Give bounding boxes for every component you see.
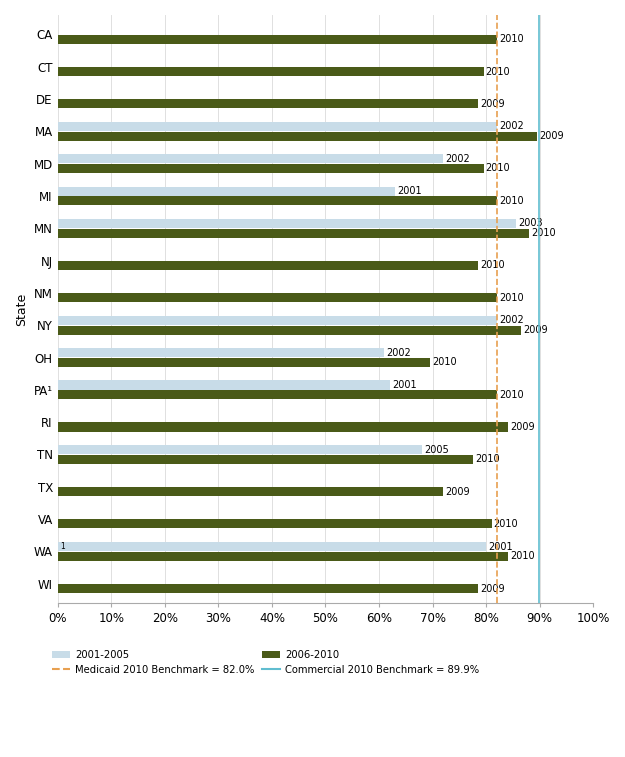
Text: 2010: 2010 [432, 357, 457, 367]
Bar [58, 326, 521, 335]
Text: 2010: 2010 [475, 454, 499, 464]
Text: 2010: 2010 [531, 228, 556, 238]
Text: 2002: 2002 [499, 316, 524, 326]
Text: 2009: 2009 [446, 487, 470, 497]
Text: 2002: 2002 [499, 121, 524, 132]
Text: 2009: 2009 [539, 131, 564, 141]
Bar [58, 552, 508, 561]
Bar [58, 99, 478, 108]
Text: 2009: 2009 [523, 325, 548, 335]
Bar [58, 229, 529, 238]
Legend: 2001-2005, Medicaid 2010 Benchmark = 82.0%, 2006-2010, Commercial 2010 Benchmark: 2001-2005, Medicaid 2010 Benchmark = 82.… [52, 650, 479, 674]
Bar [58, 316, 497, 325]
Text: 2002: 2002 [386, 347, 411, 357]
Text: 2010: 2010 [510, 551, 534, 561]
Bar [58, 35, 497, 44]
Text: 2010: 2010 [499, 293, 524, 303]
Text: 2009: 2009 [480, 99, 505, 109]
Text: 2001: 2001 [392, 380, 416, 390]
Bar [58, 122, 497, 131]
Text: 2005: 2005 [424, 444, 449, 455]
Bar [58, 132, 537, 141]
Bar [58, 422, 508, 431]
Text: 2001: 2001 [488, 541, 513, 552]
Text: 2010: 2010 [486, 164, 510, 173]
Bar [58, 519, 491, 528]
Bar [58, 584, 478, 593]
Bar [58, 390, 497, 399]
Bar [58, 293, 497, 302]
Y-axis label: State: State [15, 292, 28, 326]
Text: 1: 1 [60, 542, 64, 551]
Text: 2002: 2002 [446, 154, 470, 164]
Text: 2010: 2010 [499, 390, 524, 400]
Text: 2010: 2010 [486, 67, 510, 76]
Bar [58, 455, 472, 464]
Bar [58, 196, 497, 205]
Text: 2003: 2003 [518, 219, 542, 229]
Bar [58, 154, 443, 164]
Bar [58, 445, 422, 454]
Text: 2010: 2010 [499, 196, 524, 206]
Bar [58, 348, 384, 357]
Bar [58, 67, 484, 76]
Bar [58, 186, 395, 195]
Bar [58, 219, 516, 228]
Bar [58, 381, 390, 390]
Bar [58, 487, 443, 496]
Text: 2009: 2009 [510, 422, 534, 432]
Bar [58, 542, 486, 551]
Text: 2010: 2010 [494, 519, 518, 529]
Bar [58, 358, 430, 367]
Text: 2009: 2009 [480, 584, 505, 593]
Bar [58, 164, 484, 173]
Text: 2010: 2010 [499, 34, 524, 44]
Bar [58, 261, 478, 270]
Text: 2001: 2001 [398, 186, 422, 196]
Text: 2010: 2010 [480, 260, 505, 270]
